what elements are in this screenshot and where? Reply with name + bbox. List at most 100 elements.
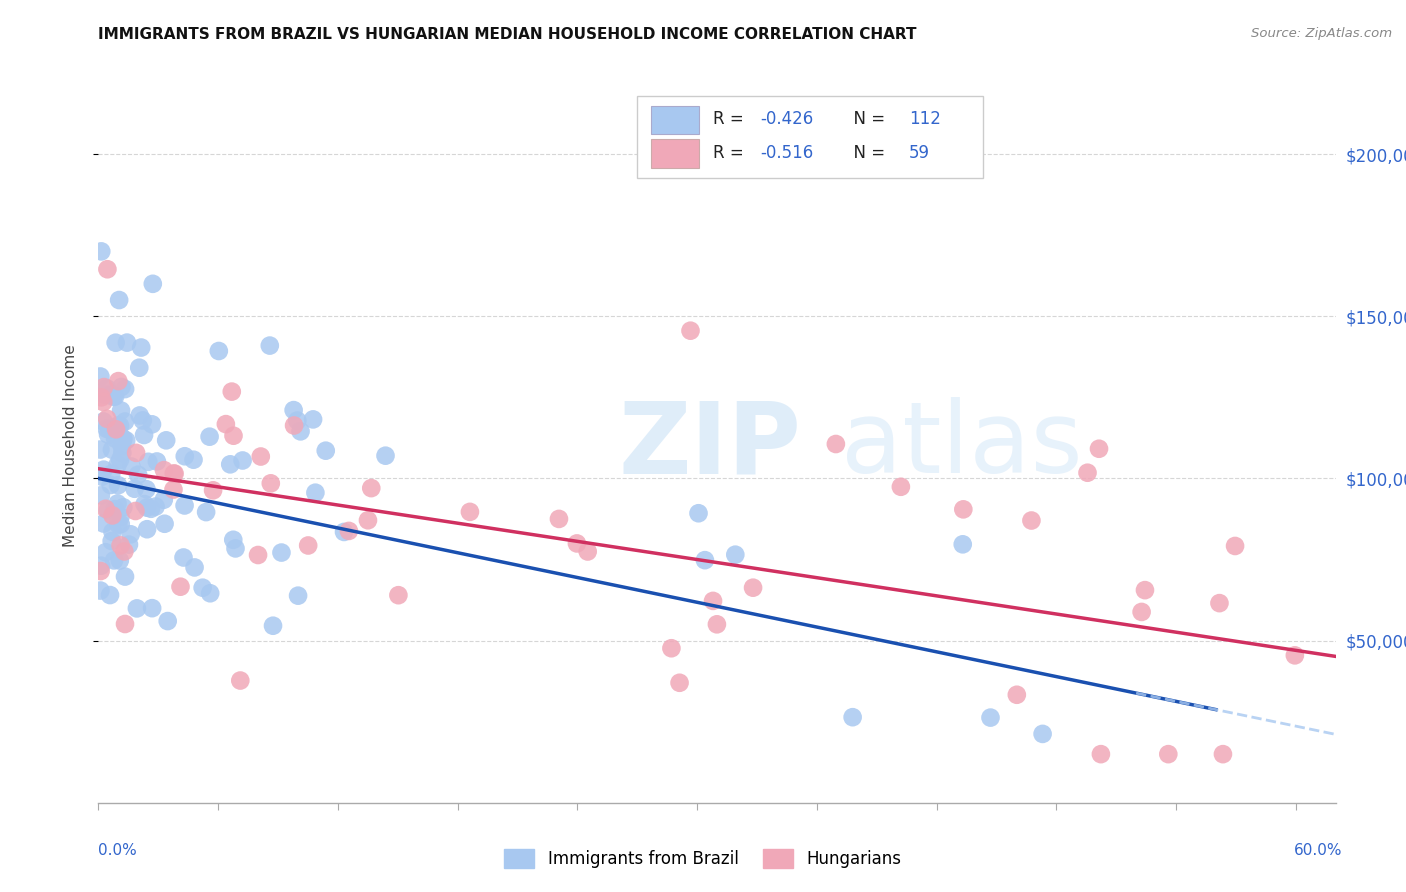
Point xyxy=(1157,747,1180,761)
Point xyxy=(142,277,165,291)
Point xyxy=(94,501,117,516)
Text: R =: R = xyxy=(713,144,749,161)
Point xyxy=(96,381,118,395)
Point xyxy=(135,482,157,496)
Point xyxy=(94,388,117,402)
Text: atlas: atlas xyxy=(841,398,1083,494)
Point xyxy=(153,516,176,531)
Point xyxy=(162,483,184,497)
Point xyxy=(145,500,167,514)
Point xyxy=(107,496,129,510)
Point xyxy=(108,553,131,567)
Point xyxy=(1021,514,1043,528)
Point xyxy=(183,452,205,467)
Point xyxy=(111,439,134,453)
Point xyxy=(110,517,132,532)
Point xyxy=(141,417,163,432)
Point xyxy=(155,434,177,448)
Point xyxy=(111,446,134,460)
Point xyxy=(152,492,174,507)
Point xyxy=(108,418,131,433)
Text: 59: 59 xyxy=(908,144,929,161)
Point xyxy=(1005,688,1028,702)
Point xyxy=(202,483,225,498)
Point xyxy=(105,422,128,436)
Point xyxy=(163,467,186,481)
Point xyxy=(94,545,117,559)
Text: R =: R = xyxy=(713,111,749,128)
Point xyxy=(89,442,111,457)
Point xyxy=(173,450,195,464)
Point xyxy=(153,463,176,477)
Point xyxy=(114,415,136,429)
Point xyxy=(97,427,120,442)
Text: Source: ZipAtlas.com: Source: ZipAtlas.com xyxy=(1251,27,1392,40)
Point xyxy=(108,452,131,467)
Point xyxy=(103,390,125,404)
Point xyxy=(89,583,111,598)
Point xyxy=(132,428,155,442)
Point xyxy=(315,443,337,458)
Point xyxy=(139,501,162,516)
Point xyxy=(110,509,132,524)
Point xyxy=(91,395,114,409)
Point xyxy=(107,478,129,492)
Point xyxy=(128,360,150,375)
Point xyxy=(387,588,409,602)
Point xyxy=(93,415,115,429)
Point xyxy=(183,560,205,574)
Point xyxy=(107,418,129,433)
Point xyxy=(668,675,690,690)
Point xyxy=(565,536,588,550)
Point xyxy=(96,262,118,277)
Point xyxy=(134,497,156,511)
Point xyxy=(224,541,246,556)
Point xyxy=(979,710,1001,724)
Point xyxy=(93,380,115,394)
Point xyxy=(1090,747,1112,761)
Point xyxy=(169,580,191,594)
Point xyxy=(208,344,231,359)
Point xyxy=(125,601,148,615)
Point xyxy=(98,423,121,437)
Point xyxy=(100,534,122,549)
Point xyxy=(229,673,252,688)
Point xyxy=(112,500,135,515)
Point xyxy=(96,422,118,436)
Point xyxy=(215,417,238,431)
Point xyxy=(90,558,112,573)
Point xyxy=(259,338,281,352)
Point xyxy=(90,488,112,502)
Point xyxy=(101,524,124,539)
Point xyxy=(702,594,724,608)
Point xyxy=(302,412,325,426)
Point xyxy=(90,564,112,578)
Point xyxy=(112,432,135,446)
Point xyxy=(110,403,132,417)
Point xyxy=(107,458,129,472)
Point xyxy=(337,524,360,538)
Point xyxy=(290,425,312,439)
Point xyxy=(125,446,148,460)
Point xyxy=(221,384,243,399)
Point xyxy=(107,374,129,388)
Bar xyxy=(651,105,699,134)
Point xyxy=(146,454,169,468)
Point xyxy=(111,434,134,448)
Point xyxy=(132,413,155,427)
Point xyxy=(742,581,765,595)
Point xyxy=(100,467,122,481)
Point xyxy=(108,293,131,307)
Point xyxy=(90,390,112,404)
Point xyxy=(128,409,150,423)
Point xyxy=(110,538,132,552)
Point xyxy=(115,434,138,448)
Point xyxy=(173,499,195,513)
Point xyxy=(247,548,270,562)
Point xyxy=(93,516,115,531)
Point xyxy=(374,449,396,463)
Point xyxy=(114,617,136,632)
Point xyxy=(173,550,195,565)
Text: -0.426: -0.426 xyxy=(761,111,814,128)
Point xyxy=(1212,747,1234,761)
